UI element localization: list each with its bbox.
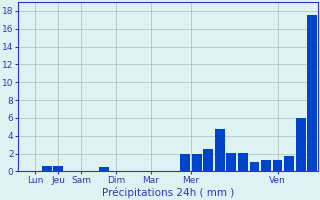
- Bar: [215, 129, 225, 171]
- Bar: [261, 160, 271, 171]
- Bar: [180, 154, 190, 171]
- Bar: [284, 156, 294, 171]
- Bar: [203, 149, 213, 171]
- Bar: [192, 154, 202, 171]
- Bar: [238, 153, 248, 171]
- Bar: [42, 166, 52, 171]
- Bar: [273, 160, 283, 171]
- Bar: [296, 118, 306, 171]
- Bar: [100, 167, 109, 171]
- Bar: [307, 15, 317, 171]
- Bar: [250, 162, 259, 171]
- Bar: [53, 166, 63, 171]
- X-axis label: Précipitations 24h ( mm ): Précipitations 24h ( mm ): [102, 187, 234, 198]
- Bar: [227, 153, 236, 171]
